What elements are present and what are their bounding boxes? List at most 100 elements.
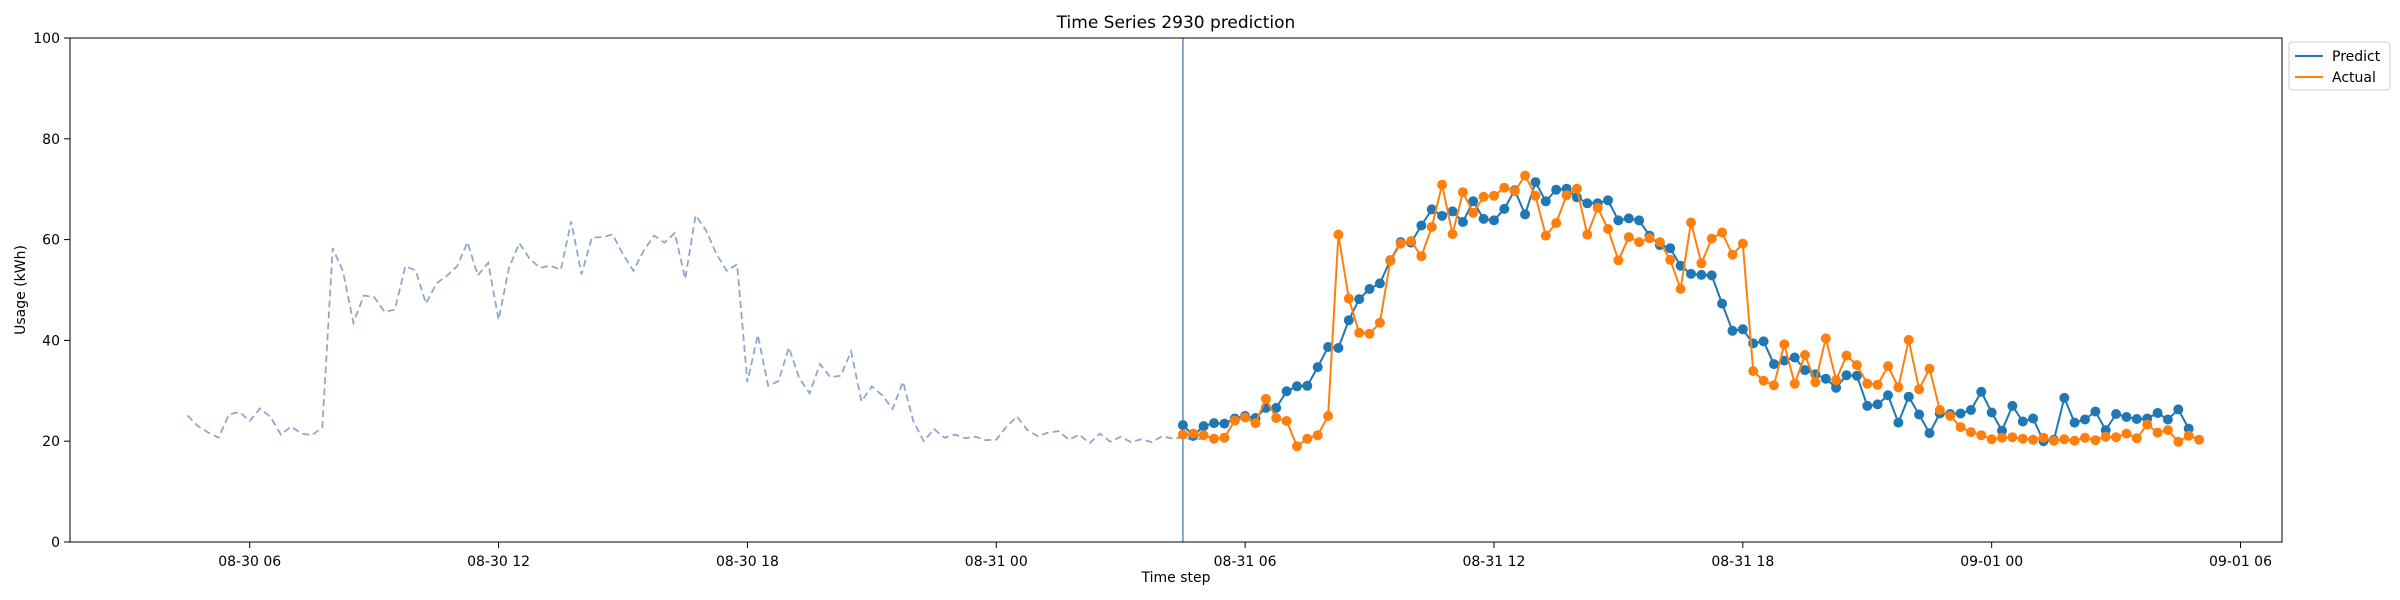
predict-point: [1883, 390, 1893, 401]
predict-point: [1872, 399, 1883, 410]
actual-point: [1395, 238, 1406, 249]
y-tick-label: 80: [42, 132, 60, 148]
actual-point: [1540, 230, 1551, 241]
predict-point: [1281, 386, 1292, 397]
x-tick-label: 08-31 00: [965, 554, 1028, 570]
actual-point: [1779, 339, 1790, 350]
legend-label-predict: Predict: [2332, 49, 2381, 65]
actual-point: [1997, 432, 2007, 443]
actual-point: [1281, 416, 1292, 426]
predict-point: [1955, 408, 1966, 419]
predict-point: [1603, 195, 1613, 206]
predict-point: [2090, 406, 2101, 417]
predict-point: [1903, 391, 1914, 402]
actual-point: [2080, 432, 2090, 443]
predict-point: [1343, 315, 1354, 326]
predict-point: [1717, 298, 1728, 309]
y-tick-label: 0: [51, 535, 60, 551]
actual-point: [2100, 431, 2111, 442]
actual-point: [1675, 284, 1686, 294]
actual-point: [1271, 413, 1282, 423]
predict-point: [2028, 413, 2039, 424]
actual-point: [1385, 255, 1396, 266]
actual-point: [1229, 415, 1240, 426]
predict-point: [2059, 392, 2070, 403]
predict-point: [1613, 215, 1624, 226]
actual-point: [1903, 334, 1914, 345]
predict-point: [1323, 342, 1334, 352]
actual-point: [2090, 435, 2101, 446]
actual-point: [2142, 419, 2153, 430]
actual-point: [2028, 434, 2039, 445]
predict-point: [1727, 325, 1738, 336]
predict-point: [1820, 373, 1831, 384]
actual-point: [1416, 251, 1427, 262]
actual-point: [2007, 432, 2018, 443]
y-tick-label: 60: [42, 233, 60, 249]
predict-point: [1737, 324, 1748, 335]
actual-point: [1250, 418, 1261, 429]
actual-point: [1364, 328, 1375, 339]
predict-point: [1914, 409, 1925, 420]
actual-point: [2152, 427, 2163, 438]
actual-point: [2173, 436, 2184, 447]
actual-point: [1789, 378, 1800, 389]
actual-point: [2162, 425, 2173, 436]
predict-point: [1893, 417, 1904, 428]
predict-point: [1302, 380, 1313, 391]
predict-point: [1447, 206, 1458, 217]
actual-point: [1571, 183, 1582, 194]
predict-point: [2007, 400, 2018, 411]
actual-point: [2131, 433, 2142, 444]
actual-point: [1561, 190, 1572, 201]
predict-point: [2162, 414, 2173, 425]
actual-point: [2183, 430, 2194, 441]
predict-point: [1841, 370, 1852, 381]
y-axis: 0 20 40 60 80 100: [33, 31, 70, 551]
predict-point: [2111, 409, 2122, 419]
actual-point: [1768, 380, 1779, 391]
actual-point: [1551, 218, 1562, 228]
y-tick-label: 100: [33, 31, 60, 47]
predict-point: [1965, 405, 1976, 415]
x-tick-label: 08-31 06: [1214, 554, 1277, 570]
actual-point: [1810, 377, 1821, 388]
actual-point: [2059, 434, 2070, 445]
actual-point: [1831, 375, 1842, 386]
predict-point: [1198, 421, 1209, 432]
predict-point: [1634, 215, 1645, 226]
actual-point: [1437, 179, 1448, 190]
actual-point: [1343, 293, 1354, 304]
predict-point: [1851, 370, 1862, 381]
predict-point: [2183, 423, 2194, 434]
actual-point: [2194, 434, 2205, 445]
legend-label-actual: Actual: [2332, 70, 2376, 86]
predict-point: [1530, 177, 1541, 188]
actual-point: [1623, 232, 1634, 243]
predict-point: [1489, 215, 1499, 226]
predict-point: [1540, 196, 1551, 207]
actual-point: [2111, 432, 2122, 443]
actual-point: [1955, 422, 1966, 433]
actual-point: [1177, 429, 1188, 440]
predict-point: [1416, 220, 1427, 231]
history-line: [186, 213, 1204, 445]
actual-point: [1499, 182, 1510, 193]
actual-point: [1841, 350, 1852, 361]
actual-point: [1965, 427, 1976, 438]
predict-point: [1457, 217, 1468, 227]
actual-point: [1354, 327, 1365, 338]
x-tick-label: 08-30 12: [467, 554, 530, 570]
actual-point: [2017, 433, 2028, 444]
predict-point: [1551, 184, 1562, 195]
legend: Predict Actual: [2288, 41, 2391, 91]
predict-point: [1219, 418, 1230, 429]
actual-point: [1727, 249, 1738, 260]
actual-point: [1489, 190, 1499, 201]
actual-point: [1468, 207, 1479, 218]
predict-point: [1696, 269, 1707, 280]
actual-point: [1872, 379, 1883, 390]
actual-point: [1260, 393, 1271, 404]
actual-point: [1219, 432, 1230, 443]
actual-point: [1696, 258, 1707, 269]
